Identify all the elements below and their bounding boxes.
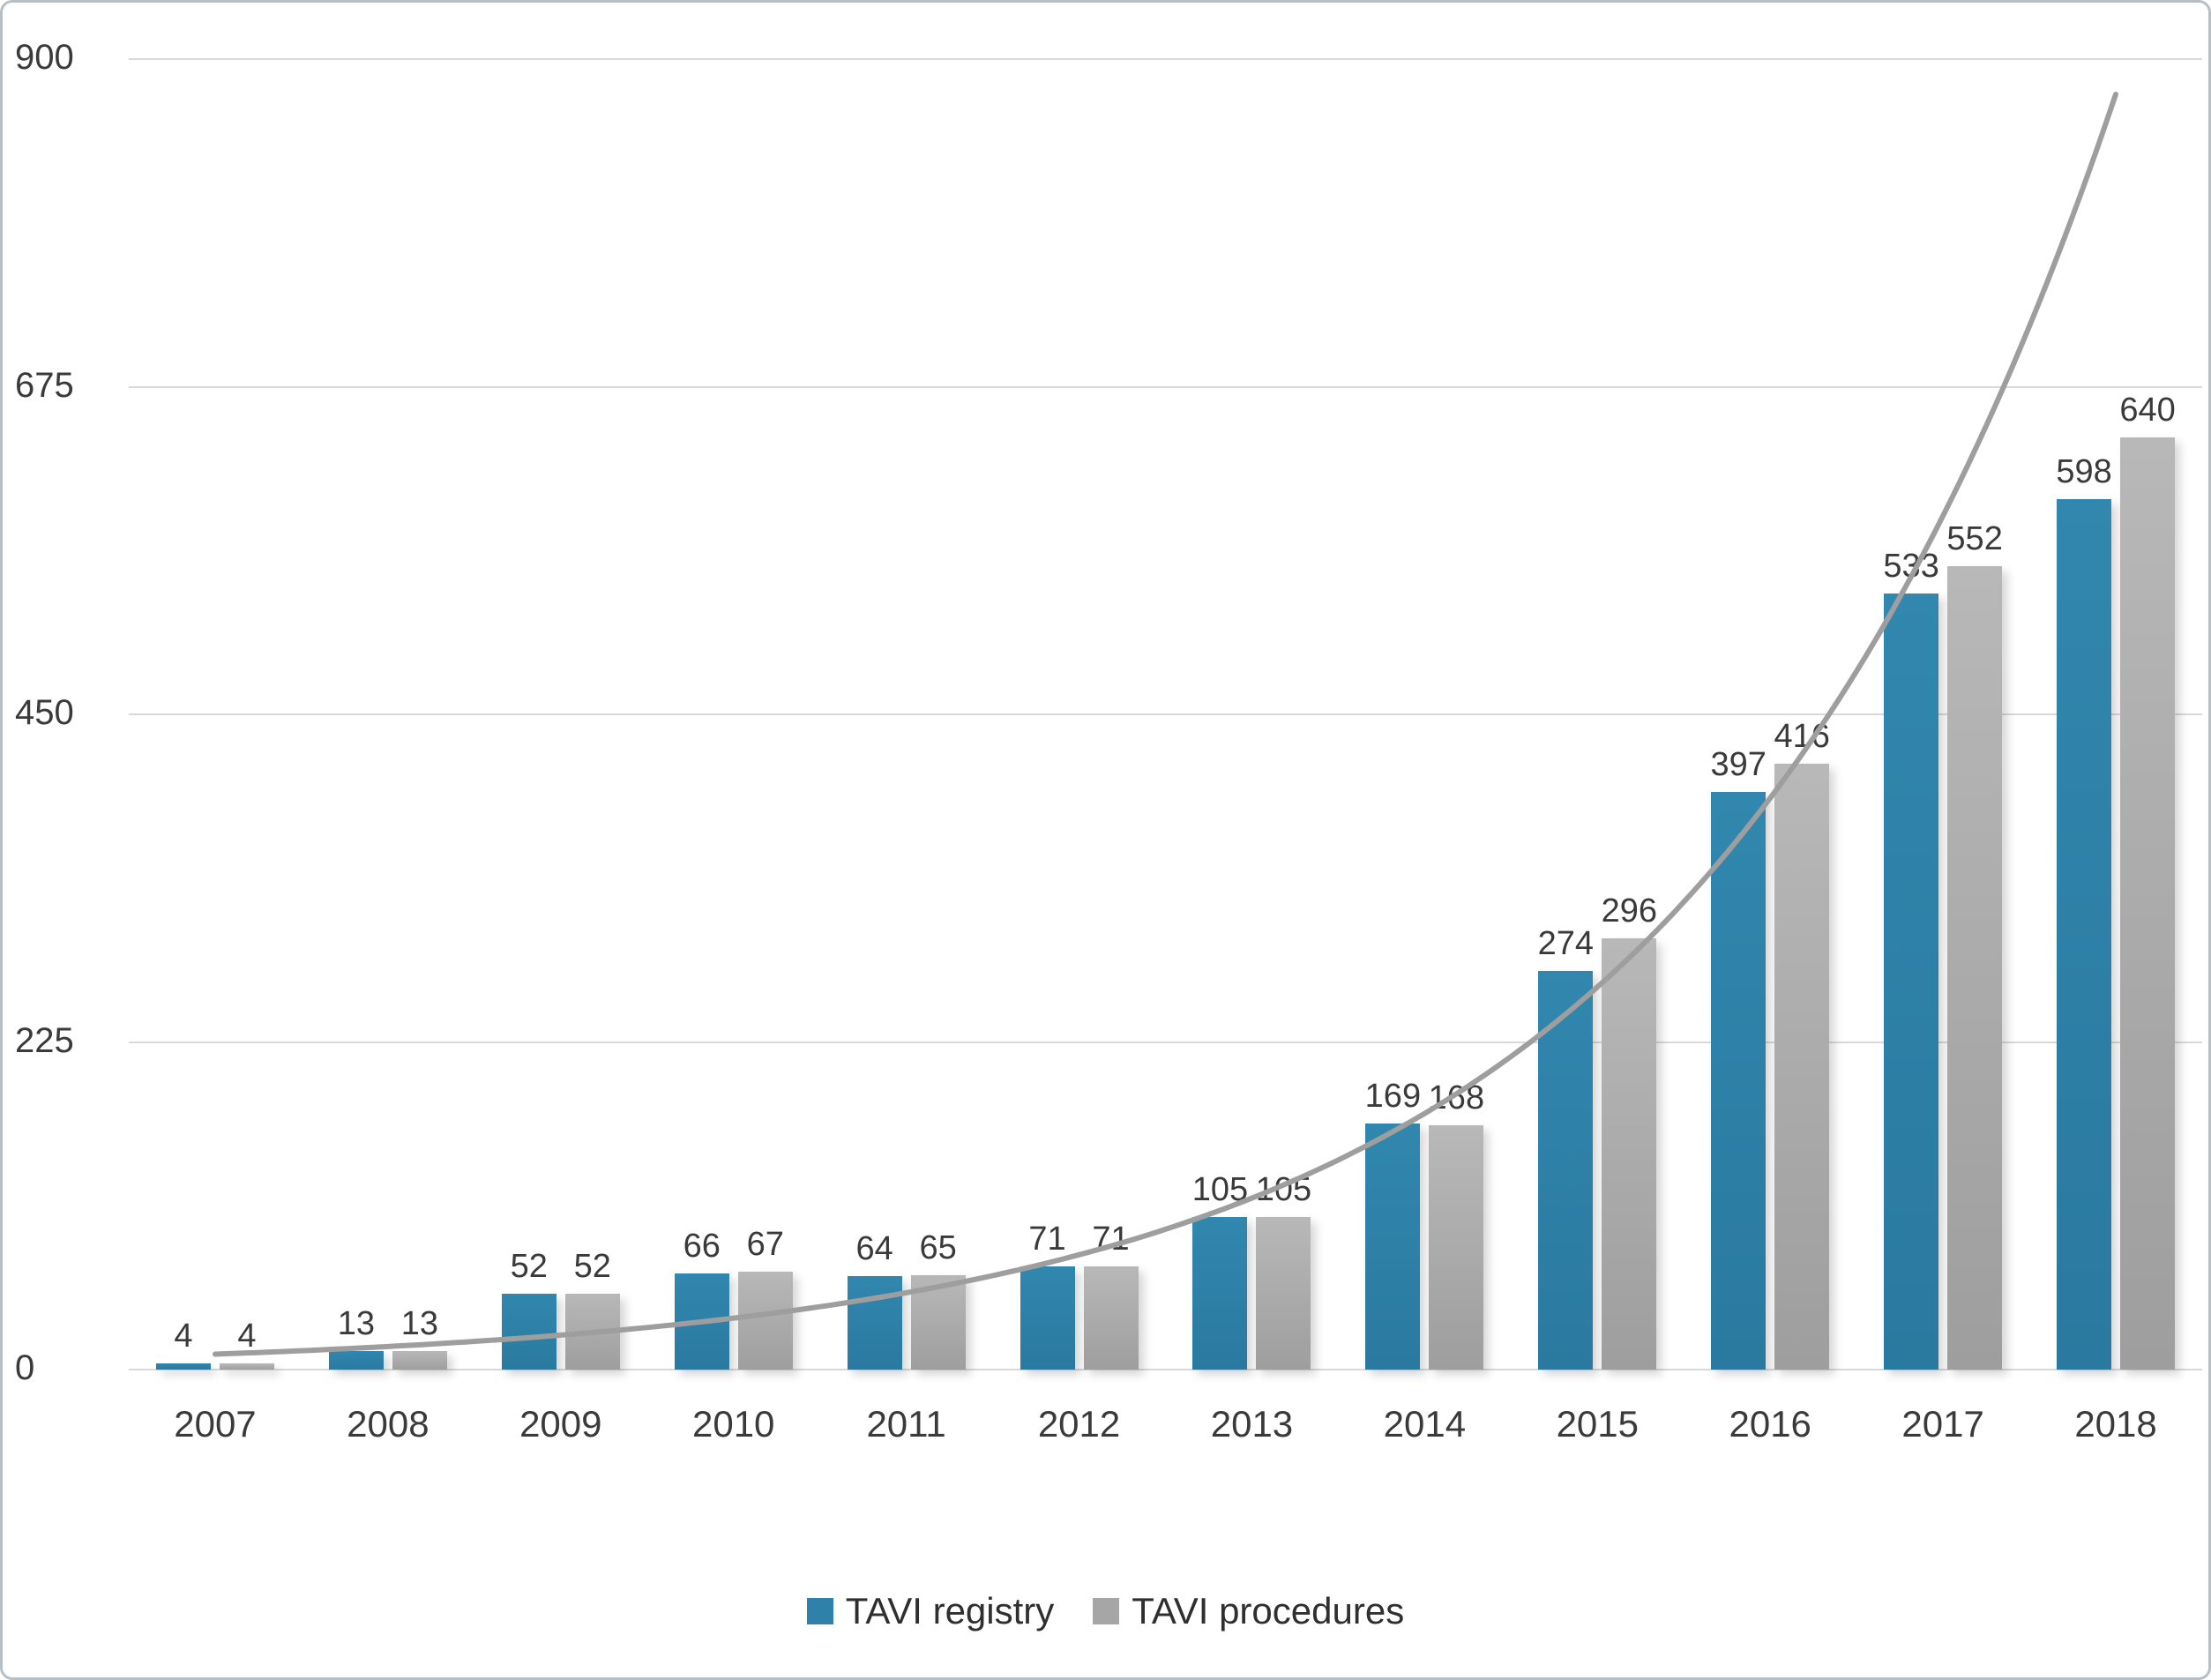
legend-item-tavi-registry: TAVI registry	[806, 1590, 1055, 1632]
legend: TAVI registry TAVI procedures	[3, 1590, 2208, 1632]
bar-tavi-procedures-2017	[1947, 565, 2003, 1370]
bar-tavi-procedures-2014	[1429, 1124, 1484, 1370]
x-axis-tick-label: 2011	[866, 1403, 946, 1445]
data-label: 105	[1255, 1170, 1312, 1208]
legend-label-tavi-registry: TAVI registry	[845, 1590, 1055, 1631]
bar-tavi-procedures-2013	[1256, 1216, 1311, 1370]
bar-tavi-registry-2009	[501, 1294, 556, 1370]
x-axis-tick-label: 2017	[1901, 1403, 1984, 1445]
data-label: 4	[174, 1318, 193, 1355]
bar-tavi-procedures-2015	[1602, 938, 1657, 1370]
data-label: 416	[1774, 718, 1830, 756]
gridline-y-0	[129, 1369, 2202, 1370]
bar-tavi-procedures-2010	[737, 1272, 793, 1370]
data-label: 168	[1428, 1079, 1485, 1116]
x-axis-tick-label: 2012	[1037, 1403, 1121, 1445]
y-axis-tick-label: 225	[15, 1020, 74, 1060]
bar-tavi-procedures-2016	[1774, 764, 1830, 1370]
legend-swatch-registry-icon	[806, 1598, 833, 1624]
x-axis-tick-label: 2015	[1556, 1403, 1639, 1445]
x-axis-tick-label: 2018	[2074, 1403, 2157, 1445]
bar-tavi-procedures-2011	[910, 1274, 966, 1370]
bar-tavi-registry-2012	[1020, 1266, 1075, 1370]
data-label: 13	[400, 1304, 439, 1342]
bar-tavi-procedures-2012	[1083, 1266, 1139, 1370]
bar-tavi-registry-2010	[674, 1273, 729, 1370]
data-label: 65	[919, 1228, 957, 1266]
legend-swatch-procedures-icon	[1093, 1598, 1120, 1624]
x-axis-tick-label: 2010	[691, 1403, 775, 1445]
data-label: 4	[237, 1318, 257, 1355]
legend-item-tavi-procedures: TAVI procedures	[1093, 1590, 1404, 1632]
bar-tavi-registry-2015	[1538, 970, 1594, 1370]
data-label: 598	[2056, 452, 2112, 490]
legend-label-tavi-procedures: TAVI procedures	[1132, 1590, 1405, 1631]
x-axis-tick-label: 2014	[1383, 1403, 1467, 1445]
x-axis-tick-label: 2016	[1729, 1403, 1811, 1445]
data-label: 640	[2119, 392, 2176, 429]
bar-tavi-registry-2018	[2057, 498, 2112, 1370]
gridline-y-675	[129, 385, 2202, 388]
data-label: 296	[1601, 892, 1657, 930]
y-axis-tick-label: 900	[15, 38, 74, 77]
bar-tavi-procedures-2007	[219, 1363, 274, 1370]
x-axis-tick-label: 2007	[174, 1403, 257, 1445]
gridline-y-900	[129, 58, 2202, 60]
bar-tavi-registry-2011	[847, 1276, 902, 1370]
data-label: 67	[746, 1226, 784, 1264]
bar-tavi-procedures-2009	[564, 1294, 620, 1370]
bar-tavi-registry-2013	[1192, 1216, 1248, 1370]
data-label: 71	[1092, 1220, 1130, 1258]
data-label: 552	[1946, 519, 2003, 557]
bar-tavi-registry-2017	[1884, 593, 1939, 1370]
x-axis-tick-label: 2013	[1210, 1403, 1294, 1445]
data-label: 52	[573, 1248, 611, 1286]
y-axis-tick-label: 675	[15, 365, 74, 405]
y-axis-tick-label: 0	[15, 1348, 35, 1387]
bar-tavi-procedures-2008	[392, 1350, 447, 1370]
bar-tavi-registry-2014	[1365, 1123, 1421, 1370]
bar-tavi-registry-2007	[155, 1363, 211, 1370]
bar-tavi-registry-2016	[1711, 791, 1767, 1370]
x-axis-tick-label: 2008	[347, 1403, 430, 1445]
y-axis-tick-label: 450	[15, 693, 74, 732]
x-axis-tick-label: 2009	[519, 1403, 602, 1445]
bar-tavi-procedures-2018	[2120, 437, 2176, 1370]
bar-tavi-registry-2008	[328, 1350, 384, 1370]
